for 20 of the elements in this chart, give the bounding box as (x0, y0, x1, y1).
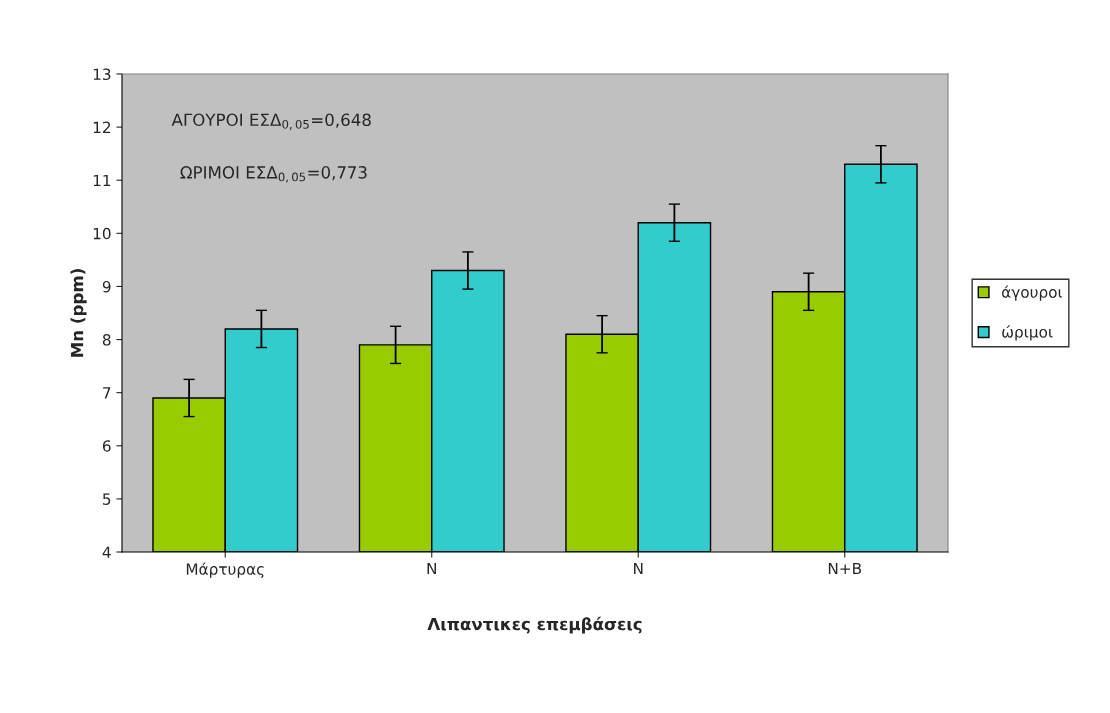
y-axis-title: Mn (ppm) (70, 269, 87, 357)
x-tick-label: N (634, 562, 643, 575)
y-tick-label: 9 (102, 280, 111, 293)
y-tick-label: 12 (93, 121, 111, 133)
y-tick-label: 11 (93, 174, 111, 187)
legend-label: ώριμοι (1002, 325, 1053, 341)
y-tick-label: 7 (103, 387, 111, 399)
y-tick-label: 5 (103, 493, 111, 505)
y-tick-label: 6 (102, 440, 111, 452)
annotation: ΩΡΙΜΟΙ ΕΣΔ$_{0,05}$=0,773 (180, 166, 367, 183)
y-tick-label: 10 (93, 227, 111, 240)
x-tick-label: N (427, 562, 436, 575)
y-tick-label: 4 (102, 546, 111, 558)
x-tick-label: Μάρτυρας (186, 562, 264, 578)
x-tick-label: N+B (828, 562, 862, 575)
y-tick-label: 13 (93, 68, 111, 81)
legend-label: άγουροι (1002, 285, 1063, 301)
x-axis-title: Λιπαντικες επεμβάσεις (427, 616, 642, 634)
y-tick-label: 8 (102, 334, 111, 346)
annotation: ΑΓΟΥΡΟΙ ΕΣΔ$_{0,05}$=0,648 (171, 113, 371, 130)
